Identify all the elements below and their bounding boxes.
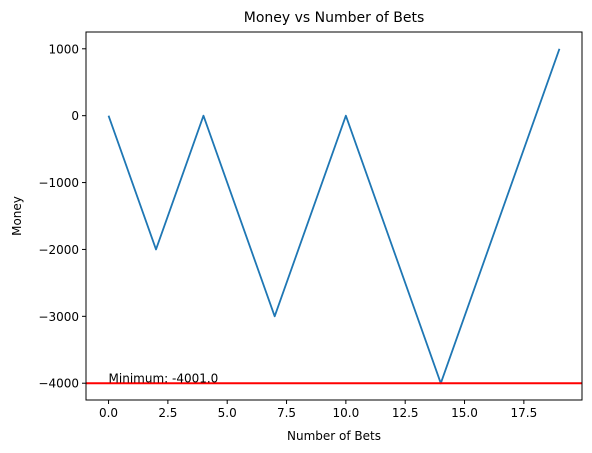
chart-title: Money vs Number of Bets <box>244 10 425 26</box>
y-tick-label: 0 <box>71 109 79 123</box>
annotation-layer: Minimum: -4001.0 <box>86 371 582 385</box>
x-tick-label: 15.0 <box>451 406 478 420</box>
x-tick-label: 10.0 <box>333 406 360 420</box>
plot-frame <box>85 31 583 401</box>
y-tick-label: −4000 <box>38 377 79 391</box>
x-tick-label: 12.5 <box>392 406 419 420</box>
x-tick-label: 0.0 <box>99 406 118 420</box>
y-tick-label: 1000 <box>48 42 79 56</box>
x-tick-label: 17.5 <box>510 406 537 420</box>
y-tick-label: −3000 <box>38 310 79 324</box>
x-axis-label: Number of Bets <box>287 429 381 443</box>
series-line <box>107 48 561 385</box>
y-axis: 1000 0 −1000 −2000 −3000 −4000 <box>38 42 86 391</box>
x-tick-label: 7.5 <box>277 406 296 420</box>
minimum-annotation: Minimum: -4001.0 <box>109 371 219 385</box>
y-tick-label: −1000 <box>38 176 79 190</box>
y-axis-label: Money <box>10 196 24 236</box>
x-axis: 0.0 2.5 5.0 7.5 10.0 12.5 15.0 17.5 <box>99 400 537 420</box>
y-tick-label: −2000 <box>38 243 79 257</box>
plot-area <box>107 48 561 385</box>
x-tick-label: 2.5 <box>158 406 177 420</box>
x-tick-label: 5.0 <box>218 406 237 420</box>
